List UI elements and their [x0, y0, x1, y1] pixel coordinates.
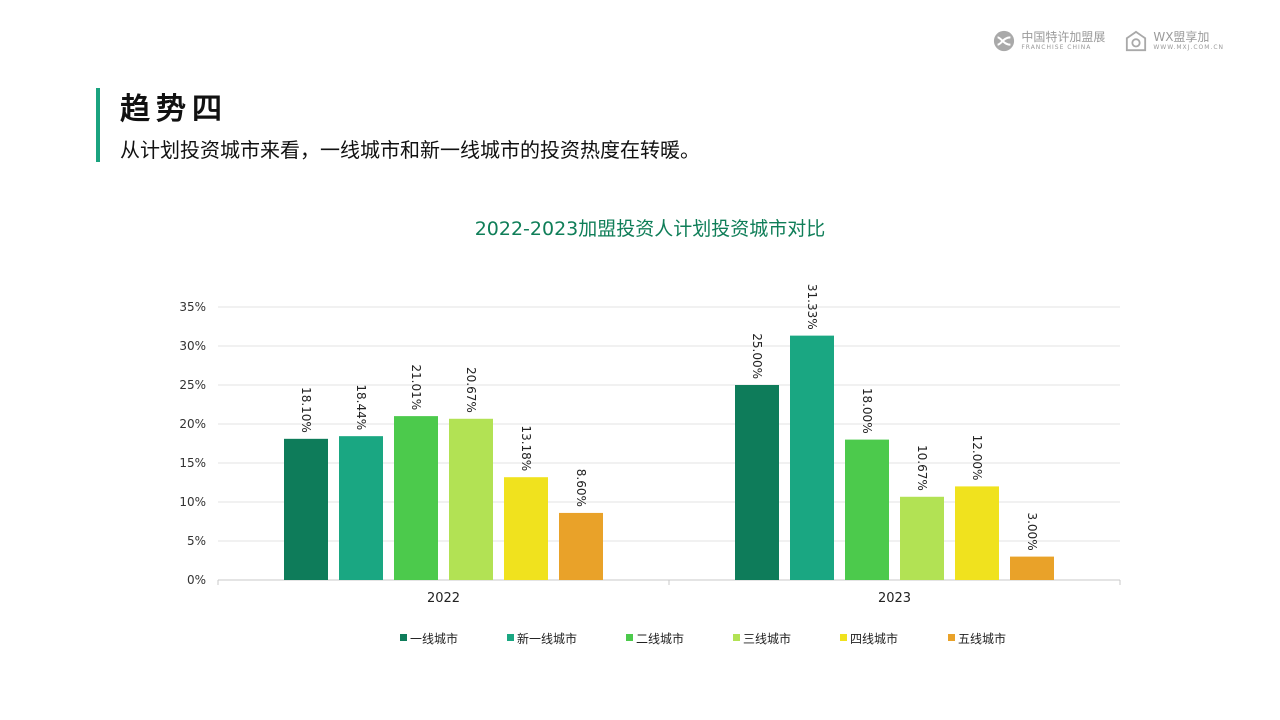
- franchise-china-logo: 中国特许加盟展 FRANCHISE CHINA: [993, 30, 1105, 52]
- data-label: 10.67%: [915, 445, 929, 491]
- bar: [339, 436, 383, 580]
- legend-swatch: [733, 634, 740, 641]
- y-tick-label: 10%: [179, 495, 206, 509]
- y-tick-label: 0%: [187, 573, 206, 587]
- mxj-logo-icon: [1126, 30, 1147, 52]
- data-label: 18.00%: [860, 388, 874, 434]
- logo1-en: FRANCHISE CHINA: [1021, 44, 1092, 51]
- section-heading: 趋势四: [120, 92, 228, 127]
- chart-title: 2022-2023加盟投资人计划投资城市对比: [474, 218, 826, 240]
- bar: [845, 439, 889, 580]
- legend-label: 二线城市: [636, 631, 684, 646]
- data-label: 3.00%: [1025, 512, 1039, 550]
- bar: [735, 385, 779, 580]
- y-tick-label: 20%: [179, 417, 206, 431]
- data-label: 21.01%: [409, 364, 423, 410]
- logo2-en: WWW.MXJ.COM.CN: [1153, 44, 1224, 51]
- bar: [1010, 556, 1054, 580]
- data-label: 18.10%: [299, 387, 313, 433]
- section-subtitle: 从计划投资城市来看，一线城市和新一线城市的投资热度在转暖。: [120, 138, 700, 162]
- data-label: 31.33%: [805, 284, 819, 330]
- y-tick-label: 15%: [179, 456, 206, 470]
- data-label: 8.60%: [574, 469, 588, 507]
- franchise-china-logo-icon: [994, 30, 1015, 52]
- data-label: 13.18%: [519, 425, 533, 471]
- data-label: 20.67%: [464, 367, 478, 413]
- y-tick-label: 25%: [179, 378, 206, 392]
- bar: [559, 512, 603, 580]
- legend-label: 一线城市: [410, 631, 458, 646]
- bar: [504, 477, 548, 580]
- y-tick-label: 30%: [179, 339, 206, 353]
- header-logos: 中国特许加盟展 FRANCHISE CHINA WX盟享加 WWW.MXJ.CO…: [993, 30, 1224, 52]
- data-label: 18.44%: [354, 384, 368, 430]
- legend-swatch: [507, 634, 514, 641]
- data-label: 25.00%: [750, 333, 764, 379]
- legend-label: 五线城市: [958, 631, 1006, 646]
- y-tick-label: 5%: [187, 534, 206, 548]
- bar: [900, 496, 944, 580]
- mxj-logo: WX盟享加 WWW.MXJ.COM.CN: [1125, 30, 1224, 52]
- legend-swatch: [948, 634, 955, 641]
- logo2-cn: WX盟享加: [1153, 30, 1210, 44]
- legend-swatch: [840, 634, 847, 641]
- bar: [790, 335, 834, 580]
- section-accent-bar: [96, 88, 100, 162]
- legend-swatch: [626, 634, 633, 641]
- bar: [394, 416, 438, 580]
- data-label: 12.00%: [970, 435, 984, 481]
- bar: [284, 438, 328, 580]
- logo1-cn: 中国特许加盟展: [1021, 30, 1106, 44]
- bar: [955, 486, 999, 580]
- bar: [449, 418, 493, 580]
- legend-label: 新一线城市: [517, 631, 577, 646]
- legend-swatch: [400, 634, 407, 641]
- legend-label: 四线城市: [850, 631, 898, 646]
- legend-label: 三线城市: [743, 631, 791, 646]
- x-category-label: 2022: [427, 591, 460, 606]
- y-tick-label: 35%: [179, 300, 206, 314]
- x-category-label: 2023: [878, 591, 911, 606]
